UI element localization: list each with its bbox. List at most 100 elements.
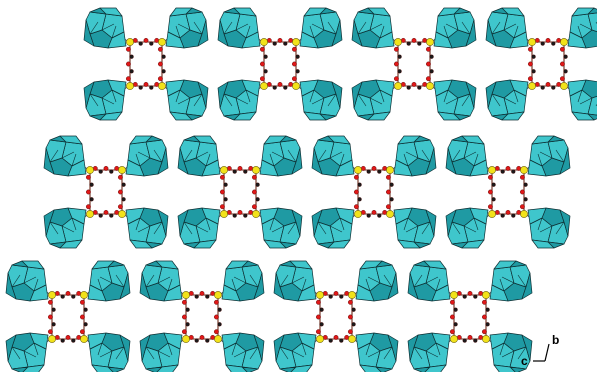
polyhedral-cluster [5,332,49,372]
polyhedron-face [407,272,419,300]
polyhedron-edge [145,274,155,288]
carbon-atom [406,41,411,46]
axis-indicator: b c [521,333,559,368]
oxygen-atom [182,329,187,335]
carbon-atom [161,69,166,74]
carbon-atom [328,294,333,299]
polyhedron-face [423,260,447,270]
polyhedron-face [107,79,127,97]
polyhedron-edge [71,153,77,167]
polyhedron-face [351,81,363,109]
polyhedron-edge [137,151,151,159]
polyhedron-face [125,207,145,225]
oxygen-atom [214,314,219,320]
oxygen-atom [450,314,455,320]
polyhedron-edge [291,350,305,358]
polyhedron-edge [175,89,181,103]
unit-grid [5,7,597,372]
polyhedron-edge [89,21,99,35]
polyhedron-face [355,332,375,350]
polyhedron-edge [111,25,117,39]
oxygen-atom [386,174,391,180]
polyhedron-face [169,7,193,17]
polyhedron-face [367,111,391,121]
oxygen-atom [333,291,339,296]
carbon-atom [89,197,94,202]
polyhedron-face [273,272,285,300]
polyhedron-face [527,207,547,225]
metal-atom [252,166,260,174]
polyhedron-face [193,239,217,249]
carbon-atom [185,307,190,312]
oxygen-atom [80,329,85,335]
carbon-atom [377,213,382,218]
polyhedron-face [217,81,229,109]
metal-atom [86,210,94,218]
polyhedron-face [571,7,595,17]
oxygen-atom [545,82,551,87]
metal-atom [220,166,228,174]
polyhedron-edge [413,346,423,360]
polyhedron-face [197,81,209,109]
metal-atom [126,82,134,90]
polyhedron-edge [301,342,307,356]
polyhedron-edge [443,89,449,103]
polyhedron-face [299,79,319,97]
oxygen-atom [118,204,123,210]
metal-atom [220,210,228,218]
polyhedron-edge [223,21,233,35]
metal-atom [182,335,190,343]
polyhedron-edge [33,342,39,356]
polyhedral-cluster [407,332,451,372]
polyhedron-face [233,7,257,17]
polyhedron-edge [235,97,249,105]
polyhedron-face [375,31,395,49]
carbon-atom [109,213,114,218]
oxygen-atom [182,299,187,305]
polyhedron-edge [245,25,251,39]
metal-atom [348,335,356,343]
polyhedron-face [311,209,323,237]
carbon-atom [397,69,402,74]
polyhedron-face [465,19,477,47]
polyhedron-edge [135,217,141,231]
oxygen-atom [316,329,321,335]
polyhedron-face [559,209,571,237]
metal-atom [80,335,88,343]
polyhedron-edge [245,89,251,103]
polyhedron-edge [327,21,337,35]
polyhedron-edge [379,25,385,39]
oxygen-atom [48,329,53,335]
oxygen-atom [426,76,431,82]
oxygen-atom [545,38,551,43]
polyhedron-edge [555,221,565,235]
carbon-atom [232,169,237,174]
carbon-atom [60,294,65,299]
polyhedron-edge [425,350,439,358]
polyhedron-edge [537,217,543,231]
carbon-atom [263,69,268,74]
polyhedral-cluster [165,7,209,49]
polyhedron-edge [195,225,209,233]
carbon-atom [51,307,56,312]
carbon-atom [272,41,277,46]
polyhedral-cluster [139,260,183,302]
carbon-atom [389,197,394,202]
polyhedron-face [521,272,533,300]
polyhedron-face [201,207,221,225]
carbon-atom [138,85,143,90]
polyhedron-face [5,272,17,300]
oxygen-atom [126,46,131,52]
polyhedron-face [359,260,383,270]
polyhedron-face [5,334,17,362]
carbon-atom [161,54,166,59]
polyhedron-edge [421,149,431,163]
polyhedron-face [501,7,525,17]
oxygen-atom [426,46,431,52]
carbon-atom [205,294,210,299]
polyhedron-edge [445,23,459,31]
carbon-atom [357,182,362,187]
polyhedron-face [351,19,363,47]
polyhedron-edge [443,25,449,39]
framework-unit [83,7,209,121]
